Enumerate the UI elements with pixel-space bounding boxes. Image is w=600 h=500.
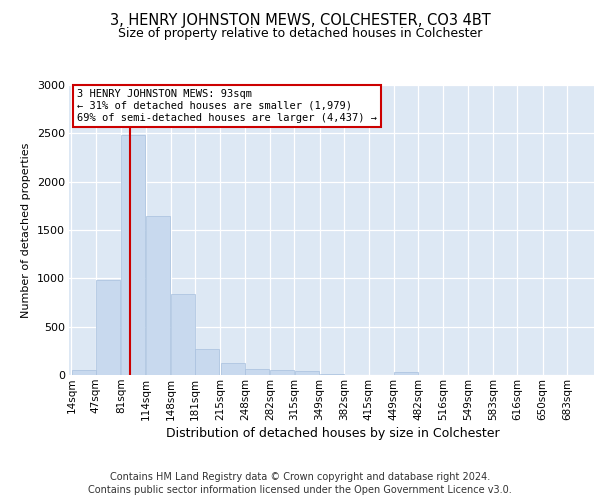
Bar [171,294,195,375]
Bar [196,349,220,375]
Bar [270,370,294,375]
Bar [320,374,344,375]
Text: Contains public sector information licensed under the Open Government Licence v3: Contains public sector information licen… [88,485,512,495]
Bar [394,372,418,375]
Text: 3 HENRY JOHNSTON MEWS: 93sqm
← 31% of detached houses are smaller (1,979)
69% of: 3 HENRY JOHNSTON MEWS: 93sqm ← 31% of de… [77,90,377,122]
Bar [96,280,120,375]
Text: Distribution of detached houses by size in Colchester: Distribution of detached houses by size … [166,428,500,440]
Bar [146,216,170,375]
Bar [221,364,245,375]
Bar [121,136,145,375]
Y-axis label: Number of detached properties: Number of detached properties [21,142,31,318]
Bar [71,370,96,375]
Text: Size of property relative to detached houses in Colchester: Size of property relative to detached ho… [118,28,482,40]
Bar [295,371,319,375]
Text: Contains HM Land Registry data © Crown copyright and database right 2024.: Contains HM Land Registry data © Crown c… [110,472,490,482]
Text: 3, HENRY JOHNSTON MEWS, COLCHESTER, CO3 4BT: 3, HENRY JOHNSTON MEWS, COLCHESTER, CO3 … [110,12,490,28]
Bar [245,369,269,375]
